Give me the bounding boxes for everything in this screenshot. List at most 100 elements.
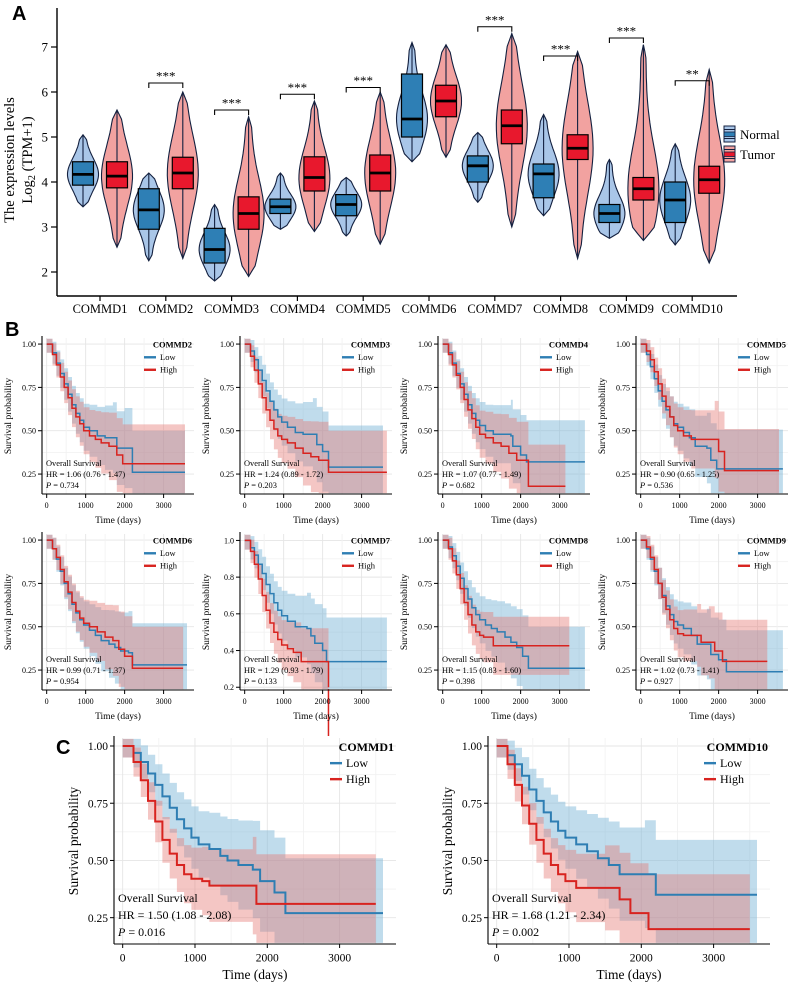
hr-annotation: Overall Survival HR = 1.07 (0.77 - 1.49) P… [441, 459, 521, 490]
annotation-hr: HR = 1.29 (0.93 - 1.79) [244, 666, 323, 675]
legend-key-normal: Normal [723, 125, 780, 143]
high-survival-curve [46, 539, 184, 670]
y-axis-title: Survival probability [202, 378, 212, 455]
ci-band-low [640, 338, 783, 494]
x-category-label: COMMD9 [599, 302, 654, 316]
annotation-pvalue: P = 0.954 [45, 677, 80, 686]
x-tick-label: 2000 [513, 501, 529, 510]
hr-annotation: Overall Survival HR = 0.99 (0.71 - 1.37) P… [45, 655, 125, 686]
legend-label-low: Low [358, 548, 374, 558]
legend-label-high: High [160, 365, 178, 375]
x-tick-label: 3000 [354, 501, 370, 510]
y-tick-label: 0.25 [616, 470, 630, 479]
legend-title: COMMD2 [153, 340, 192, 350]
y-tick-label: 0.25 [22, 666, 36, 675]
x-tick-label: 0 [639, 697, 643, 706]
y-tick-label: 0.25 [88, 913, 108, 925]
box [203, 227, 226, 264]
high-survival-curve [640, 539, 768, 663]
significance-stars: *** [222, 96, 242, 111]
ci-band-low [122, 738, 383, 943]
annotation-hr: HR = 0.99 (0.71 - 1.37) [46, 666, 125, 675]
commd1-survival-svg: 0.25 0.50 0.75 1.00 0 1000 2000 3000 Time (days)… [66, 736, 396, 982]
low-survival-curve [244, 539, 387, 663]
annotation-pvalue: P = 0.203 [243, 481, 277, 490]
x-axis-title: Time (days) [95, 515, 141, 526]
legend-title: COMMD9 [747, 536, 786, 546]
grid-lines [42, 534, 194, 690]
y-tick-label: 1.00 [462, 741, 482, 753]
annotation-hr: HR = 1.50 (1.08 - 2.08) [118, 908, 231, 922]
x-category-label: COMMD6 [402, 302, 457, 316]
annotation-title: Overall Survival [442, 459, 498, 468]
commd5-survival-svg: 0.25 0.50 0.75 1.00 0 1000 2000 3000 Time (days)… [598, 336, 788, 526]
ci-band-high [46, 338, 186, 494]
x-tick-label: 1000 [474, 697, 490, 706]
legend-title: COMMD5 [747, 340, 786, 350]
y-tick-label: 0.50 [418, 427, 432, 436]
y-axis-title-line2: Log2 (TPM+1) [20, 116, 38, 203]
x-tick-label: 1000 [672, 501, 688, 510]
axes: 0.25 0.50 0.75 1.00 0 1000 2000 3000 [616, 532, 788, 706]
hr-annotation: Overall Survival HR = 1.29 (0.93 - 1.79) P… [243, 655, 323, 686]
x-tick-label: 1000 [78, 501, 94, 510]
km-chart-commd4: 0.25 0.50 0.75 1.00 0 1000 2000 3000 Time (days)… [398, 330, 598, 526]
hr-annotation: Overall Survival HR = 1.50 (1.08 - 2.08) P… [117, 891, 231, 939]
x-tick-label: 1000 [276, 697, 292, 706]
legend-title: COMMD8 [549, 536, 588, 546]
y-tick-label: 0.75 [616, 579, 630, 588]
ci-band-high [122, 738, 376, 943]
grid-lines [114, 738, 396, 944]
x-tick-label: 1000 [672, 697, 688, 706]
km-chart-commd10: 0.25 0.50 0.75 1.00 0 1000 2000 3000 Time (days)… [430, 726, 782, 982]
ci-band-high [640, 534, 768, 690]
x-category-label: COMMD8 [533, 302, 588, 316]
expression-violin-svg: 2 3 4 5 6 7 The expression levels Log2 (TPM+1) C… [2, 8, 780, 316]
km-chart-commd7: 0.2 0.4 0.6 0.8 1.0 0 1000 2000 3000 Time (days) S… [200, 526, 400, 736]
legend-label-high: High [160, 561, 178, 571]
legend-title: COMMD10 [707, 740, 768, 754]
legend-title: COMMD4 [549, 340, 589, 350]
annotation-pvalue: P = 0.734 [45, 481, 80, 490]
legend-label-low: Low [720, 756, 742, 770]
x-category-label: COMMD7 [467, 302, 522, 316]
significance-stars: *** [485, 12, 505, 27]
annotation-pvalue: P = 0.016 [117, 925, 165, 939]
x-axis-title: Time (days) [689, 711, 735, 722]
commd9-survival-svg: 0.25 0.50 0.75 1.00 0 1000 2000 3000 Time (days)… [598, 532, 788, 722]
high-survival-curve [244, 539, 330, 688]
y-tick-label: 0.50 [616, 427, 630, 436]
legend-key-tumor: Tumor [723, 145, 776, 163]
y-tick-label: 0.25 [220, 470, 234, 479]
axes: 0.25 0.50 0.75 1.00 0 1000 2000 3000 [418, 532, 590, 706]
axes: 0.25 0.50 0.75 1.00 0 1000 2000 3000 [462, 736, 770, 965]
km-legend: COMMD7 Low High [342, 536, 391, 571]
hr-annotation: Overall Survival HR = 1.06 (0.76 - 1.47) P… [45, 459, 125, 490]
y-tick-label: 0.50 [22, 427, 36, 436]
x-tick-label: 3000 [328, 953, 351, 965]
significance-bracket [148, 82, 184, 88]
x-tick-label: 2000 [711, 697, 727, 706]
legend-label-low: Low [754, 548, 770, 558]
x-category-label: COMMD2 [138, 302, 193, 316]
x-tick-label: 0 [494, 953, 500, 965]
legend-title: COMMD1 [339, 740, 394, 754]
ci-band-low [244, 338, 383, 494]
annotation-title: Overall Survival [118, 891, 198, 905]
legend-label-high: High [556, 561, 574, 571]
axes: 0.25 0.50 0.75 1.00 0 1000 2000 3000 [22, 336, 194, 510]
box [303, 156, 326, 192]
box [532, 163, 555, 199]
y-axis-title: Survival probability [598, 574, 608, 651]
ci-band-high [496, 738, 750, 943]
commd8-survival-svg: 0.25 0.50 0.75 1.00 0 1000 2000 3000 Time (days)… [400, 532, 590, 722]
y-tick-label: 0.6 [224, 610, 234, 619]
km-chart-commd3: 0.25 0.50 0.75 1.00 0 1000 2000 3000 Time (days)… [200, 330, 400, 526]
significance-stars: *** [156, 69, 176, 84]
commd6-survival-svg: 0.25 0.50 0.75 1.00 0 1000 2000 3000 Time (days)… [4, 532, 194, 722]
y-tick-label: 7 [42, 40, 49, 55]
annotation-pvalue: P = 0.682 [441, 481, 475, 490]
x-tick-label: 1000 [78, 697, 94, 706]
y-axis-title: Survival probability [66, 787, 81, 896]
